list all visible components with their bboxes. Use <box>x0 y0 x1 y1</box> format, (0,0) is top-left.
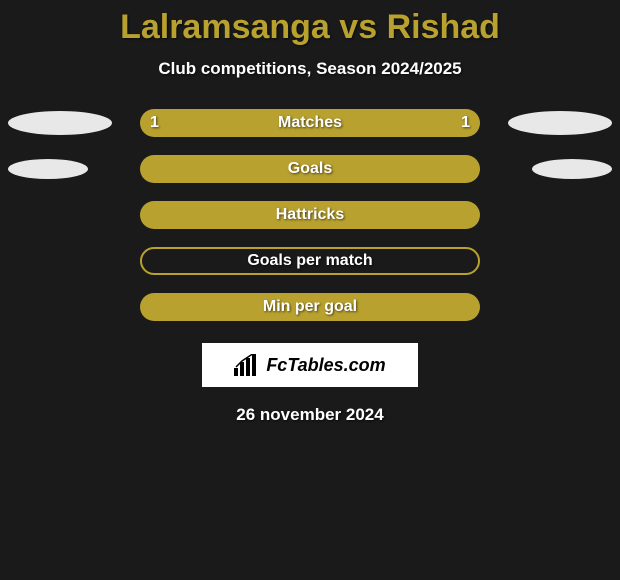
stat-pill: Goals <box>140 155 480 183</box>
stat-label: Matches <box>278 114 342 132</box>
title-right-name: Rishad <box>387 8 500 46</box>
side-ellipse-right <box>532 159 612 179</box>
stat-row: Min per goal <box>0 293 620 321</box>
stat-label: Hattricks <box>276 206 344 224</box>
date-text: 26 november 2024 <box>0 405 620 425</box>
stat-row: Goals per match <box>0 247 620 275</box>
stat-row: Matches 1 1 <box>0 109 620 137</box>
stat-pill: Goals per match <box>140 247 480 275</box>
side-ellipse-left <box>8 111 112 135</box>
source-logo: FcTables.com <box>202 343 418 387</box>
stat-label: Min per goal <box>263 298 357 316</box>
stat-pill: Hattricks <box>140 201 480 229</box>
stat-row: Hattricks <box>0 201 620 229</box>
side-ellipse-right <box>508 111 612 135</box>
bars-icon <box>234 354 260 376</box>
stat-pill: Matches 1 1 <box>140 109 480 137</box>
stat-pill: Min per goal <box>140 293 480 321</box>
title-vs: vs <box>330 8 387 46</box>
side-ellipse-left <box>8 159 88 179</box>
stat-label: Goals per match <box>247 252 372 270</box>
comparison-card: Lalramsanga vs Rishad Club competitions,… <box>0 0 620 580</box>
stat-rows: Matches 1 1 Goals Hattricks Goals per match Mi… <box>0 109 620 321</box>
title-left-name: Lalramsanga <box>120 8 330 46</box>
stat-label: Goals <box>288 160 332 178</box>
subtitle: Club competitions, Season 2024/2025 <box>0 59 620 79</box>
stat-left-value: 1 <box>150 114 159 132</box>
page-title: Lalramsanga vs Rishad <box>0 0 620 47</box>
stat-right-value: 1 <box>461 114 470 132</box>
stat-row: Goals <box>0 155 620 183</box>
logo-text: FcTables.com <box>266 355 385 376</box>
